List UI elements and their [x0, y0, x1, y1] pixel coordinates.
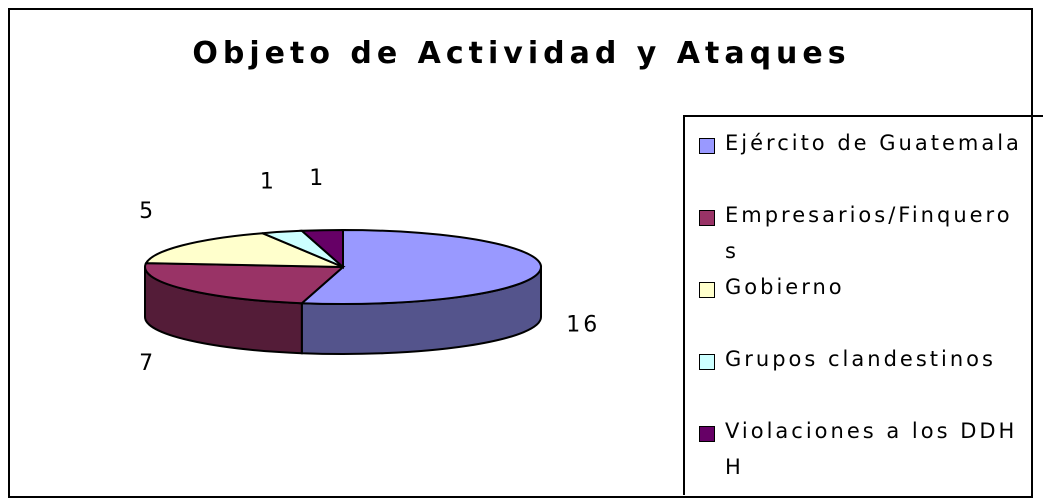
data-label: 16	[566, 312, 600, 337]
pie-slice	[144, 232, 344, 268]
legend-item: Empresarios/Finqueros	[699, 197, 1025, 269]
legend-item: Gobierno	[699, 269, 1025, 341]
pie-area: 16 7 5 1 1	[139, 166, 600, 376]
data-label: 1	[260, 170, 277, 195]
data-label: 7	[139, 351, 156, 376]
legend-label: Empresarios/Finqueros	[725, 203, 1013, 263]
legend-label: Ejército de Guatemala	[725, 131, 1022, 155]
legend-swatch	[699, 426, 715, 442]
legend-swatch	[699, 210, 715, 226]
legend-item: Ejército de Guatemala	[699, 125, 1025, 197]
data-label: 5	[139, 199, 156, 224]
page: Objeto de Actividad y Ataques 16 7 5 1 1 Ejé…	[8, 8, 1043, 498]
legend-swatch	[699, 354, 715, 370]
legend: Ejército de Guatemala Empresarios/Finquer…	[683, 115, 1043, 495]
legend-label: Grupos clandestinos	[725, 347, 996, 371]
pie-slice	[144, 262, 346, 305]
legend-item: Violaciones a los DDHH	[699, 413, 1025, 485]
pie-slice	[299, 228, 542, 305]
legend-swatch	[699, 282, 715, 298]
legend-swatch	[699, 138, 715, 154]
legend-label: Violaciones a los DDHH	[725, 419, 1018, 479]
legend-item: Grupos clandestinos	[699, 341, 1025, 413]
data-label: 1	[309, 166, 326, 191]
chart-title: Objeto de Actividad y Ataques	[192, 36, 851, 71]
pie-slice	[299, 228, 344, 270]
legend-label: Gobierno	[725, 275, 845, 299]
